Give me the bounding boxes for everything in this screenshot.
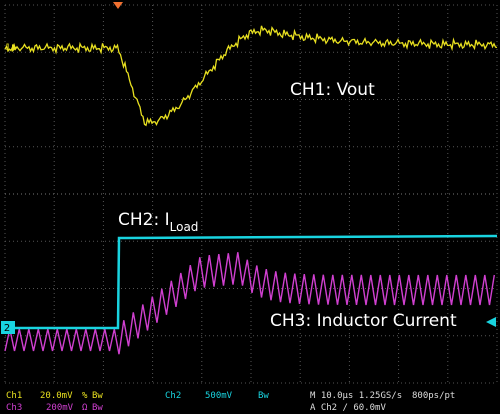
ch2-marker: 2 <box>4 323 10 334</box>
ch2-marker-box <box>1 321 15 334</box>
ch1-waveform <box>4 25 498 127</box>
ch1-label: CH1: Vout <box>290 80 375 100</box>
status-bar: Ch1 20.0mV % Bw Ch2 500mV Bw M 10.0µs 1.… <box>6 391 455 413</box>
trigger-level-marker <box>486 317 496 327</box>
status-ch2: Ch2 <box>165 391 181 401</box>
status-trigger: A Ch2 ∕ 60.0mV <box>310 403 386 413</box>
status-ch1-coupling: % <box>82 391 88 401</box>
status-resolution: 800ps/pt <box>412 391 455 401</box>
ch2-waveform <box>15 234 498 330</box>
ch1-marker: 1 <box>5 43 11 53</box>
ch3-label: CH3: Inductor Current <box>270 311 457 331</box>
ch2-label-sub: Load <box>170 220 199 234</box>
status-ch3-bw: Bw <box>92 403 103 413</box>
status-ch2-bw: Bw <box>258 391 269 401</box>
status-ch1-bw: Bw <box>92 391 103 401</box>
status-ch3: Ch3 <box>6 403 22 413</box>
status-ch3-coupling: Ω <box>82 403 88 413</box>
status-ch1: Ch1 <box>6 391 22 401</box>
trigger-marker <box>113 2 123 9</box>
ch2-label-main: CH2: I <box>118 210 170 230</box>
status-timebase: M 10.0µs 1.25GS/s <box>310 391 402 401</box>
ch2-label: CH2: ILoad <box>118 210 198 234</box>
ch1-marker-arrow <box>12 44 17 52</box>
status-ch1-scale: 20.0mV <box>40 391 73 401</box>
waveforms <box>4 25 498 355</box>
status-ch2-scale: 500mV <box>205 391 233 401</box>
status-ch3-scale: 200mV <box>46 403 74 413</box>
ch3-waveform <box>4 252 495 355</box>
